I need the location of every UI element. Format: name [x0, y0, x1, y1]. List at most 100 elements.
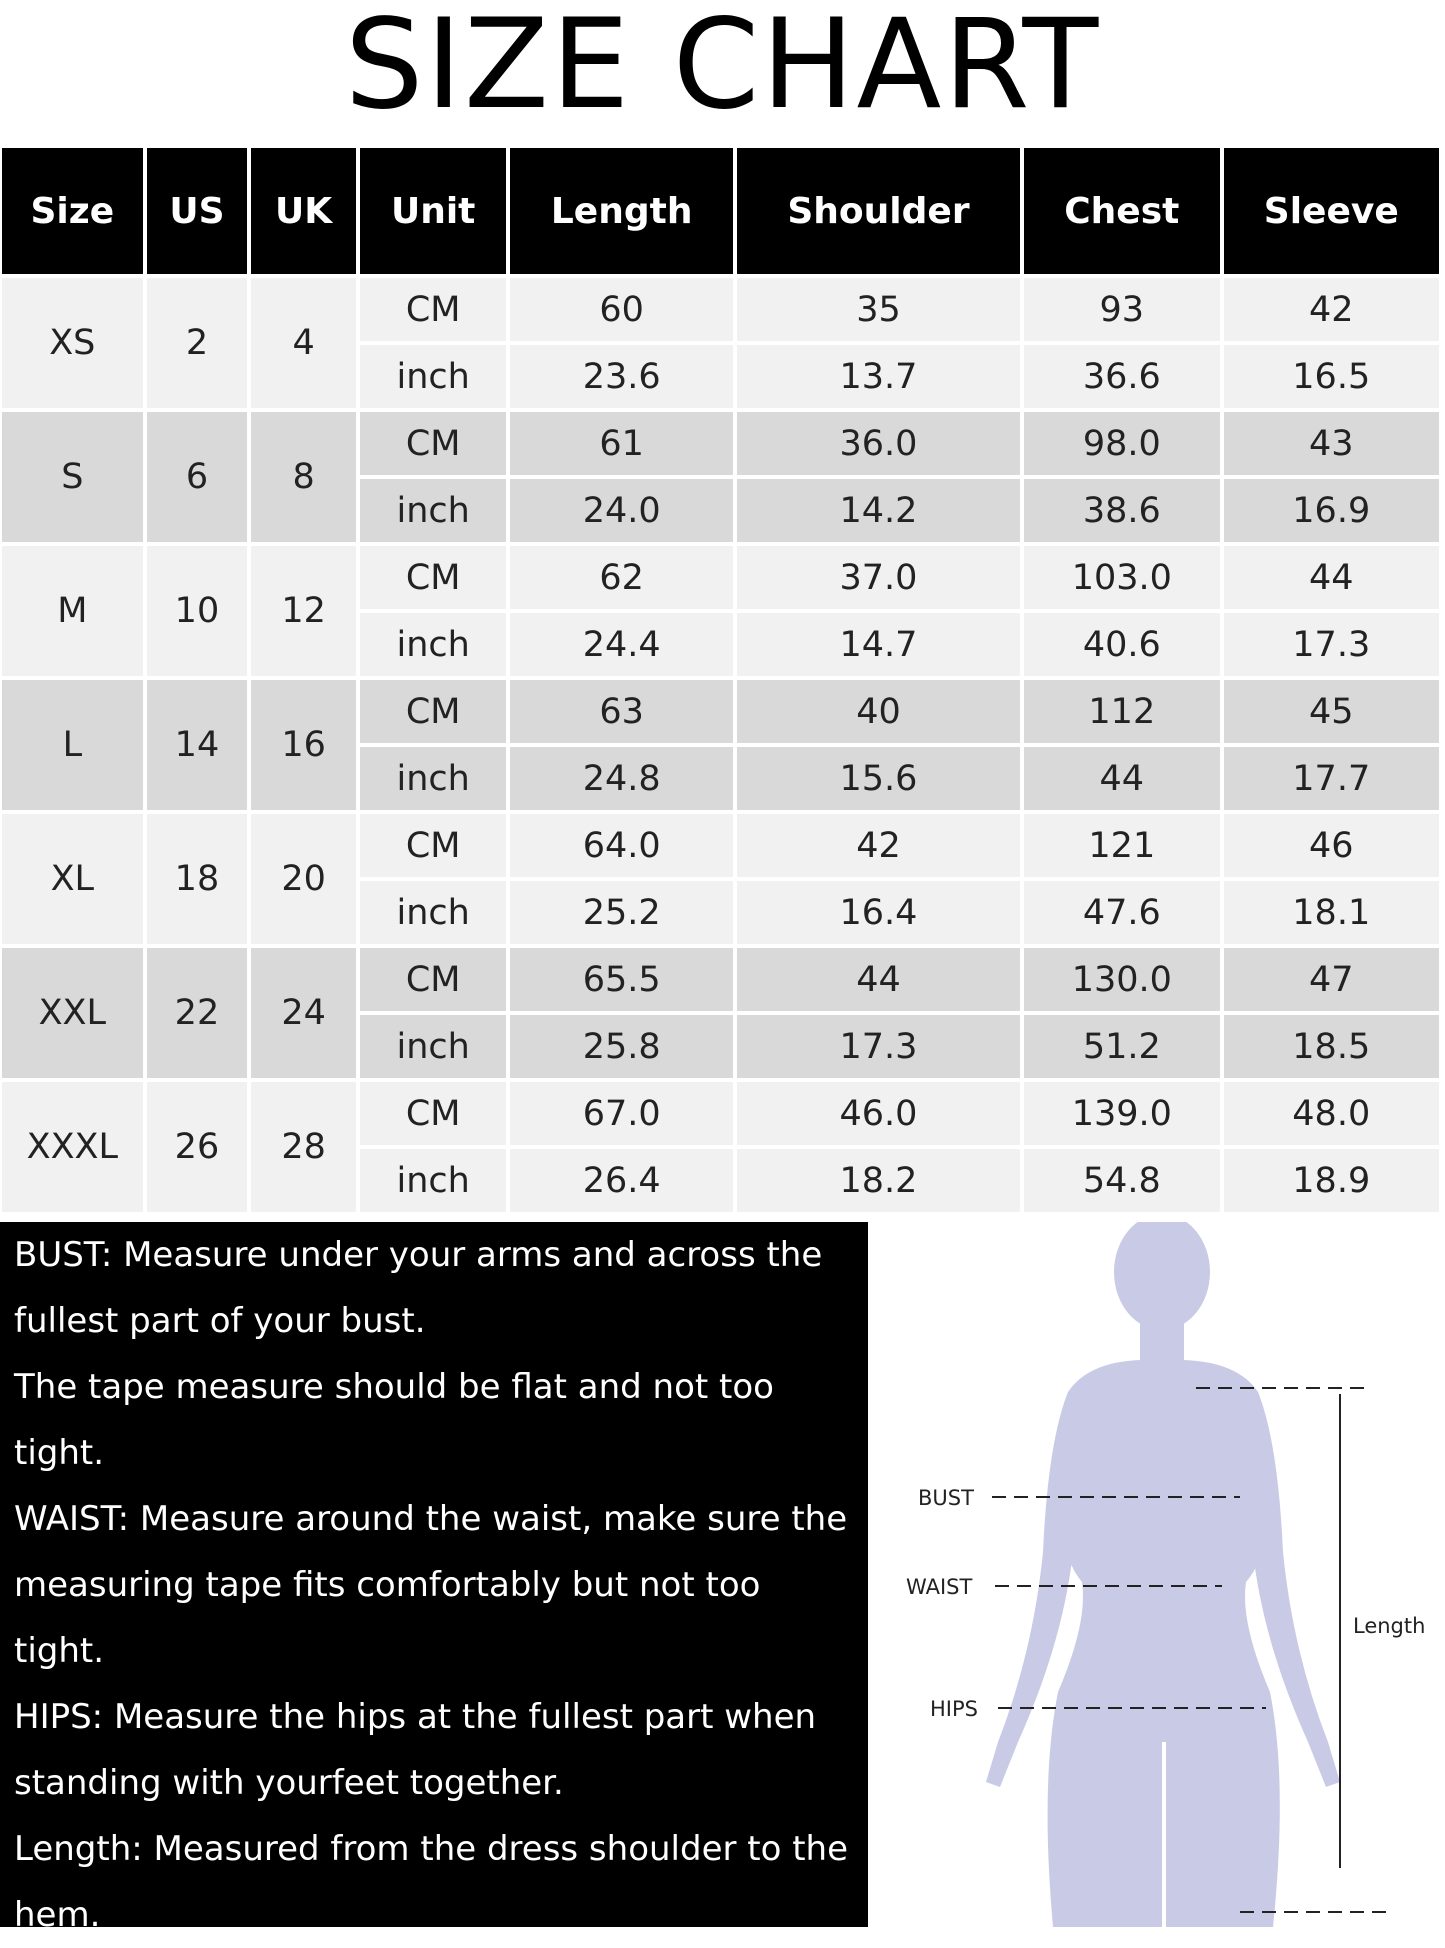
- silhouette-icon: [986, 1214, 1388, 1927]
- unit-cell: inch: [359, 1149, 507, 1212]
- table-row-cm: L 14 16 CM 63 40 112 45: [2, 680, 1439, 810]
- us-size-cell: 18: [146, 814, 248, 944]
- note-bust: BUST: Measure under your arms and across…: [14, 1235, 823, 1341]
- unit-cell: inch: [359, 1015, 507, 1078]
- unit-cell: CM: [359, 948, 507, 1011]
- note-hips: HIPS: Measure the hips at the fullest pa…: [14, 1697, 817, 1803]
- length-cell: 62: [510, 546, 733, 609]
- measuring-notes: BUST: Measure under your arms and across…: [0, 1222, 868, 1935]
- length-cell: 24.8: [510, 747, 733, 810]
- us-size-cell: 22: [146, 948, 248, 1078]
- unit-cell: inch: [359, 747, 507, 810]
- unit-cell: inch: [359, 345, 507, 408]
- chest-cell: 139.0: [1024, 1082, 1220, 1145]
- chest-cell: 121: [1024, 814, 1220, 877]
- table-row-cm: S 6 8 CM 61 36.0 98.0 43: [2, 412, 1439, 542]
- uk-size-cell: 4: [251, 278, 356, 408]
- table-row-inch: inch 24.4 14.7 40.6 17.3: [2, 613, 1439, 676]
- sleeve-cell: 18.5: [1223, 1015, 1439, 1078]
- shoulder-cell: 42: [736, 814, 1021, 877]
- chest-cell: 54.8: [1024, 1149, 1220, 1212]
- table-row-cm: XL 18 20 CM 64.0 42 121 46: [2, 814, 1439, 944]
- chest-cell: 36.6: [1024, 345, 1220, 408]
- shoulder-cell: 44: [736, 948, 1021, 1011]
- us-size-cell: 26: [146, 1082, 248, 1212]
- us-size-cell: 2: [146, 278, 248, 408]
- uk-size-cell: 16: [251, 680, 356, 810]
- length-cell: 63: [510, 680, 733, 743]
- length-cell: 65.5: [510, 948, 733, 1011]
- column-header-length: Length: [510, 148, 733, 274]
- shoulder-cell: 15.6: [736, 747, 1021, 810]
- column-header-uk: UK: [251, 148, 356, 274]
- length-cell: 24.0: [510, 479, 733, 542]
- sleeve-cell: 17.7: [1223, 747, 1439, 810]
- table-row-cm: XXXL 26 28 CM 67.0 46.0 139.0 48.0: [2, 1082, 1439, 1212]
- sleeve-cell: 42: [1223, 278, 1439, 341]
- unit-cell: CM: [359, 1082, 507, 1145]
- unit-cell: CM: [359, 546, 507, 609]
- column-header-us: US: [146, 148, 248, 274]
- chest-cell: 130.0: [1024, 948, 1220, 1011]
- shoulder-cell: 35: [736, 278, 1021, 341]
- length-cell: 25.2: [510, 881, 733, 944]
- shoulder-cell: 14.7: [736, 613, 1021, 676]
- table-row-inch: inch 24.0 14.2 38.6 16.9: [2, 479, 1439, 542]
- shoulder-cell: 17.3: [736, 1015, 1021, 1078]
- size-cell: S: [2, 412, 143, 542]
- uk-size-cell: 24: [251, 948, 356, 1078]
- uk-size-cell: 12: [251, 546, 356, 676]
- unit-cell: CM: [359, 680, 507, 743]
- sleeve-cell: 44: [1223, 546, 1439, 609]
- us-size-cell: 14: [146, 680, 248, 810]
- length-label: Length: [1353, 1614, 1426, 1638]
- length-cell: 67.0: [510, 1082, 733, 1145]
- us-size-cell: 6: [146, 412, 248, 542]
- length-cell: 26.4: [510, 1149, 733, 1212]
- chest-cell: 44: [1024, 747, 1220, 810]
- size-table: Size US UK Unit Length Shoulder Chest Sleeve XS…: [0, 144, 1443, 1216]
- column-header-size: Size: [2, 148, 143, 274]
- shoulder-cell: 14.2: [736, 479, 1021, 542]
- unit-cell: inch: [359, 613, 507, 676]
- uk-size-cell: 28: [251, 1082, 356, 1212]
- chest-cell: 47.6: [1024, 881, 1220, 944]
- chest-cell: 103.0: [1024, 546, 1220, 609]
- bust-label: BUST: [918, 1486, 974, 1510]
- size-cell: L: [2, 680, 143, 810]
- size-cell: XS: [2, 278, 143, 408]
- length-cell: 64.0: [510, 814, 733, 877]
- column-header-chest: Chest: [1024, 148, 1220, 274]
- sleeve-cell: 43: [1223, 412, 1439, 475]
- table-row-inch: inch 24.8 15.6 44 17.7: [2, 747, 1439, 810]
- length-cell: 25.8: [510, 1015, 733, 1078]
- uk-size-cell: 20: [251, 814, 356, 944]
- sleeve-cell: 18.1: [1223, 881, 1439, 944]
- unit-cell: inch: [359, 881, 507, 944]
- uk-size-cell: 8: [251, 412, 356, 542]
- note-waist: WAIST: Measure around the waist, make su…: [14, 1499, 848, 1671]
- sleeve-cell: 17.3: [1223, 613, 1439, 676]
- unit-cell: CM: [359, 814, 507, 877]
- chest-cell: 112: [1024, 680, 1220, 743]
- waist-label: WAIST: [906, 1575, 973, 1599]
- sleeve-cell: 46: [1223, 814, 1439, 877]
- table-row-cm: M 10 12 CM 62 37.0 103.0 44: [2, 546, 1439, 676]
- size-cell: XL: [2, 814, 143, 944]
- chest-cell: 38.6: [1024, 479, 1220, 542]
- body-measurement-figure: BUST WAIST HIPS Length: [868, 1214, 1445, 1927]
- shoulder-cell: 18.2: [736, 1149, 1021, 1212]
- table-row-inch: inch 23.6 13.7 36.6 16.5: [2, 345, 1439, 408]
- length-cell: 24.4: [510, 613, 733, 676]
- chest-cell: 40.6: [1024, 613, 1220, 676]
- sleeve-cell: 47: [1223, 948, 1439, 1011]
- table-row-inch: inch 26.4 18.2 54.8 18.9: [2, 1149, 1439, 1212]
- chest-cell: 93: [1024, 278, 1220, 341]
- sleeve-cell: 18.9: [1223, 1149, 1439, 1212]
- note-tape: The tape measure should be flat and not …: [14, 1367, 774, 1473]
- column-header-sleeve: Sleeve: [1223, 148, 1439, 274]
- page-title: SIZE CHART: [344, 0, 1101, 137]
- shoulder-cell: 46.0: [736, 1082, 1021, 1145]
- sleeve-cell: 48.0: [1223, 1082, 1439, 1145]
- chest-cell: 51.2: [1024, 1015, 1220, 1078]
